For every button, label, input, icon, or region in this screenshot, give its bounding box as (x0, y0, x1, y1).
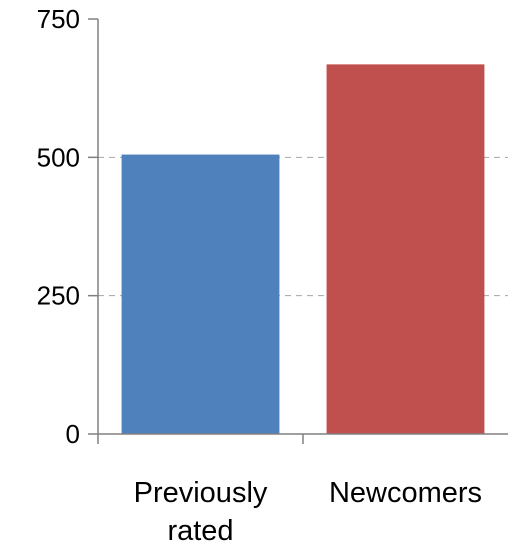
x-category-labels: Previously rated Newcomers (134, 477, 482, 543)
bar (121, 154, 280, 435)
x-category-label: Previously (134, 477, 268, 509)
bar (326, 64, 485, 434)
y-tick-label: 750 (37, 4, 80, 34)
y-tick-label: 250 (37, 281, 80, 311)
y-tick-label: 0 (66, 419, 80, 449)
bars (121, 64, 485, 435)
x-category-label: Newcomers (329, 477, 482, 509)
axes (88, 18, 508, 444)
y-tick-labels: 0 250 500 750 (37, 4, 80, 449)
x-category-label: rated (167, 515, 233, 543)
y-tick-label: 500 (37, 142, 80, 172)
